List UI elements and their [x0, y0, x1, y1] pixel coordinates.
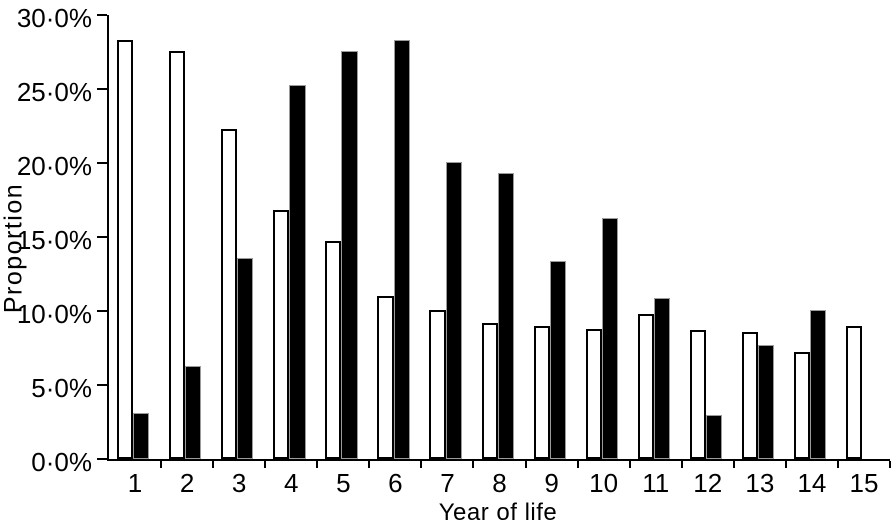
x-axis-tick-label: 6 [388, 468, 403, 498]
x-axis-tick [472, 461, 475, 468]
x-axis-tick-label: 9 [544, 468, 559, 498]
white-bar-year-15 [846, 325, 863, 459]
x-axis-tick [420, 461, 423, 468]
x-axis-tick [316, 461, 319, 468]
black-bar-year-10 [601, 217, 618, 459]
black-bar-year-3 [237, 257, 254, 459]
y-axis-tick [97, 310, 107, 312]
x-axis-tick-label: 7 [440, 468, 455, 498]
x-axis-tick [680, 461, 683, 468]
white-bar-year-10 [585, 328, 602, 459]
x-axis-tick-label: 15 [849, 468, 879, 498]
y-axis-tick-label: 15·0% [16, 225, 92, 255]
y-axis-tick [97, 88, 107, 90]
white-bar-year-8 [481, 322, 498, 459]
x-axis-tick [160, 461, 163, 468]
x-axis-tick [732, 461, 735, 468]
x-axis-tick-label: 12 [693, 468, 723, 498]
plot-area: 0·0% 5·0% 10·0% 15·0% 20·0% 25·0% 30·0% 1 2 3 4 5 6 7… [17, 5, 891, 496]
y-axis-tick [97, 162, 107, 164]
x-axis-tick-label: 14 [797, 468, 827, 498]
y-axis-tick-label: 30·0% [16, 3, 92, 33]
x-axis-tick [889, 461, 891, 468]
x-axis-tick [836, 461, 839, 468]
white-bar-year-14 [793, 352, 811, 459]
white-bar-year-7 [429, 309, 446, 459]
white-bar-year-2 [169, 50, 186, 459]
black-bar-year-12 [705, 414, 723, 459]
black-bar-year-2 [185, 365, 202, 459]
white-bar-year-4 [273, 210, 290, 459]
x-axis-tick-label: 8 [492, 468, 507, 498]
x-axis-tick-label: 5 [336, 468, 351, 498]
x-axis-tick [576, 461, 579, 468]
x-axis-tick [524, 461, 527, 468]
x-axis-tick [628, 461, 631, 468]
x-axis-tick [264, 461, 267, 468]
x-axis-tick-label: 3 [231, 468, 247, 498]
black-bar-year-8 [497, 173, 514, 459]
black-bar-year-7 [445, 161, 462, 459]
y-axis-tick [97, 458, 107, 460]
y-axis-tick-label: 5·0% [31, 373, 92, 403]
white-bar-year-9 [533, 325, 550, 459]
x-axis-tick-label: 1 [127, 468, 143, 498]
black-bar-year-1 [133, 413, 150, 459]
black-bar-year-14 [810, 309, 827, 459]
x-axis-tick [212, 461, 215, 468]
x-axis-tick-label: 11 [642, 468, 670, 498]
black-bar-year-13 [758, 345, 775, 459]
x-axis-tick-label: 2 [179, 468, 195, 498]
white-bar-year-5 [325, 241, 342, 459]
black-bar-year-6 [393, 40, 410, 459]
x-axis-tick-label: 4 [283, 468, 299, 498]
white-bar-year-11 [637, 313, 654, 459]
white-bar-year-12 [689, 330, 706, 459]
y-axis-tick-label: 20·0% [16, 151, 92, 181]
black-bar-year-4 [289, 84, 306, 459]
x-axis-tick [368, 461, 371, 468]
black-bar-year-9 [549, 260, 566, 459]
x-axis-tick-label: 13 [745, 468, 775, 498]
y-axis-tick [97, 14, 107, 16]
white-bar-year-3 [221, 128, 238, 459]
y-axis-tick [97, 236, 107, 238]
black-bar-year-11 [653, 297, 671, 459]
y-axis-tick [97, 384, 107, 386]
y-axis-tick-label: 10·0% [16, 299, 92, 329]
x-axis-title: Year of life [438, 499, 558, 526]
y-axis-tick-label: 25·0% [16, 77, 92, 107]
black-bar-year-5 [341, 50, 358, 459]
white-bar-year-1 [117, 40, 134, 459]
white-bar-year-13 [741, 331, 758, 459]
x-axis-tick-label: 10 [589, 468, 619, 498]
white-bar-year-6 [377, 296, 394, 459]
y-axis-tick-label: 0·0% [31, 447, 92, 477]
x-axis-tick [784, 461, 787, 468]
